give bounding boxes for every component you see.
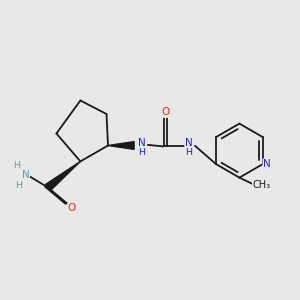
Text: N: N [138,138,146,148]
Text: O: O [68,203,76,213]
Text: N: N [22,169,29,180]
Text: N: N [185,138,193,148]
Text: N: N [263,159,271,169]
Text: H: H [185,148,193,157]
Text: O: O [161,107,169,117]
Polygon shape [46,161,80,190]
Text: H: H [138,148,146,157]
Text: H: H [15,182,22,190]
Text: CH₃: CH₃ [253,180,271,190]
Text: H: H [14,160,21,169]
Polygon shape [108,142,134,149]
